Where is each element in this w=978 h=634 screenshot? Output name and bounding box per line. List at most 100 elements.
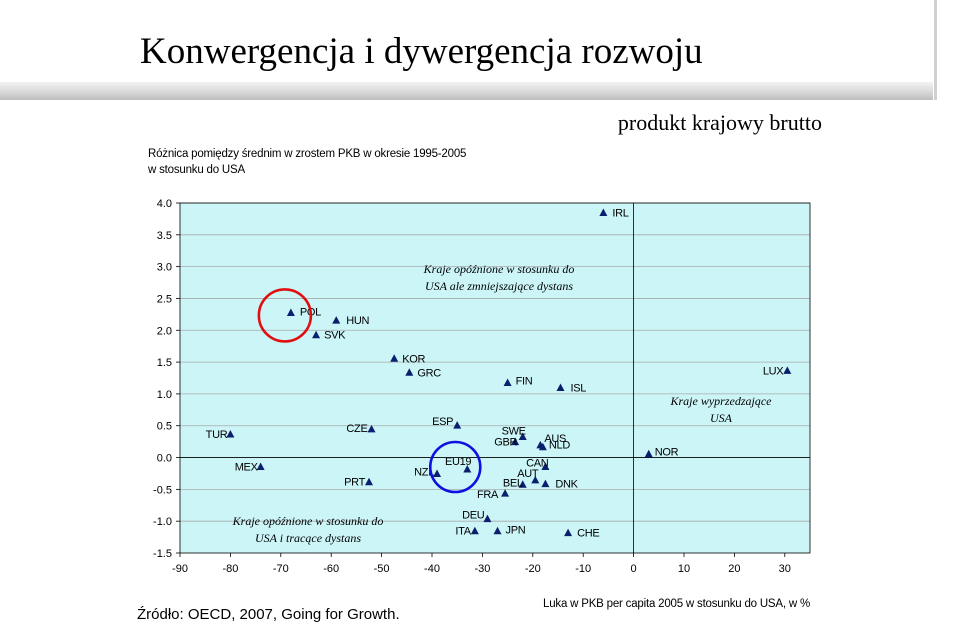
- point-label-bel: BEL: [503, 477, 523, 489]
- x-tick-label: -80: [222, 563, 238, 575]
- point-marker-esp: [453, 421, 462, 429]
- point-marker-jpn: [493, 526, 502, 535]
- y-axis-title-line-1: Różnica pomiędzy średnim w zrostem PKB w…: [148, 148, 467, 160]
- y-tick-label: 1.5: [157, 357, 172, 369]
- plot-border: [179, 202, 811, 554]
- point-marker-nld: [538, 442, 547, 451]
- point-label-cze: CZE: [346, 423, 367, 435]
- point-marker-nor: [644, 449, 653, 458]
- point-marker-cze: [367, 424, 376, 433]
- x-tick-label: -50: [374, 563, 390, 575]
- point-marker-tur: [226, 430, 235, 438]
- point-marker-irl: [599, 208, 608, 217]
- x-tick-label: -40: [424, 563, 440, 575]
- point-marker-prt: [365, 477, 373, 486]
- point-label-esp: ESP: [432, 416, 453, 428]
- x-tick-label: 10: [678, 563, 690, 575]
- point-marker-fin: [503, 378, 512, 386]
- point-label-prt: PRT: [344, 477, 365, 489]
- point-label-nor: NOR: [655, 447, 679, 459]
- point-label-kor: KOR: [402, 353, 425, 365]
- point-label-mex: MEX: [235, 461, 259, 473]
- annotation-2-line-1: Kraje wyprzedzające: [670, 394, 773, 408]
- point-marker-kor: [390, 354, 399, 362]
- point-label-deu: DEU: [462, 510, 485, 522]
- point-marker-gbr: [511, 437, 520, 446]
- point-marker-deu: [483, 514, 492, 523]
- point-label-irl: IRL: [612, 208, 628, 220]
- annotation-3-line-2: USA i tracące dystans: [255, 531, 361, 545]
- y-tick-label: 1.0: [157, 389, 172, 401]
- point-label-hun: HUN: [346, 315, 369, 327]
- point-label-lux: LUX: [763, 365, 784, 377]
- annotation-1-line-1: Kraje opóźnione w stosunku do: [423, 262, 575, 276]
- y-tick-label: 2.0: [157, 325, 172, 337]
- point-marker-pol: [286, 308, 295, 316]
- point-label-aut: AUT: [517, 468, 539, 480]
- point-marker-eu19: [463, 465, 472, 473]
- highlight-circle-eu19: [428, 440, 482, 494]
- point-marker-svk: [312, 330, 321, 339]
- y-tick-label: 4.0: [157, 198, 172, 210]
- point-marker-isl: [556, 383, 565, 392]
- point-label-isl: ISL: [571, 383, 587, 395]
- y-tick-label: 0.5: [157, 421, 172, 433]
- point-label-ita: ITA: [455, 526, 471, 538]
- highlight-circle-pol: [257, 288, 313, 343]
- point-marker-dnk: [541, 479, 550, 488]
- point-label-aus: AUS: [544, 433, 566, 445]
- point-label-che: CHE: [577, 528, 599, 540]
- point-label-gbr: GBR: [494, 437, 517, 449]
- x-axis-title: Luka w PKB per capita 2005 w stosunku do…: [543, 598, 810, 610]
- right-edge-strip: [934, 0, 937, 100]
- x-tick-label: 0: [631, 563, 637, 575]
- y-axis-title-line-2: w stosunku do USA: [148, 164, 245, 176]
- y-tick-label: 3.5: [157, 230, 172, 242]
- point-marker-mex: [256, 462, 265, 470]
- y-tick-label: -0.5: [153, 484, 172, 496]
- point-marker-swe: [518, 432, 527, 441]
- x-tick-label: -70: [273, 563, 289, 575]
- y-tick-label: 0.0: [157, 453, 172, 465]
- point-label-fin: FIN: [516, 375, 533, 387]
- point-marker-fra: [501, 489, 510, 497]
- point-marker-che: [564, 528, 573, 537]
- slide-title: Konwergencja i dywergencja rozwoju: [140, 31, 703, 72]
- x-tick-label: -30: [474, 563, 490, 575]
- annotation-3-line-1: Kraje opóźnione w stosunku do: [232, 514, 384, 528]
- point-label-svk: SVK: [324, 330, 346, 342]
- point-label-tur: TUR: [206, 429, 228, 441]
- point-label-swe: SWE: [502, 426, 526, 438]
- annotation-1-line-2: USA ale zmniejszające dystans: [425, 279, 573, 293]
- y-axis-title: Różnica pomiędzy średnim w zrostem PKB w…: [148, 146, 466, 178]
- point-label-grc: GRC: [417, 367, 441, 379]
- point-marker-can: [541, 462, 550, 470]
- point-marker-bel: [518, 480, 527, 488]
- annotation-2-line-2: USA: [710, 411, 733, 425]
- y-tick-label: -1.0: [153, 516, 172, 528]
- point-marker-lux: [783, 366, 792, 374]
- x-tick-label: 30: [779, 563, 791, 575]
- x-tick-label: -60: [323, 563, 339, 575]
- y-tick-label: 2.5: [157, 293, 172, 305]
- x-tick-label: -90: [172, 563, 188, 575]
- point-label-can: CAN: [526, 457, 549, 469]
- y-tick-label: -1.5: [153, 548, 172, 560]
- point-label-dnk: DNK: [555, 479, 578, 491]
- point-label-jpn: JPN: [506, 525, 526, 537]
- y-tick-label: 3.0: [157, 262, 172, 274]
- point-label-nld: NLD: [549, 440, 570, 452]
- x-tick-label: 20: [728, 563, 740, 575]
- plot-area: [180, 203, 810, 553]
- slide-subtitle: produkt krajowy brutto: [617, 110, 822, 135]
- title-underline-bar: [0, 82, 933, 100]
- x-tick-label: -10: [575, 563, 591, 575]
- point-marker-ita: [470, 526, 479, 535]
- point-label-eu19: EU19: [445, 456, 471, 468]
- source-note: Źródło: OECD, 2007, Going for Growth.: [137, 606, 400, 623]
- point-marker-hun: [332, 316, 341, 324]
- point-marker-nzl: [433, 469, 442, 477]
- point-marker-aut: [531, 475, 540, 484]
- x-tick-label: -20: [525, 563, 541, 575]
